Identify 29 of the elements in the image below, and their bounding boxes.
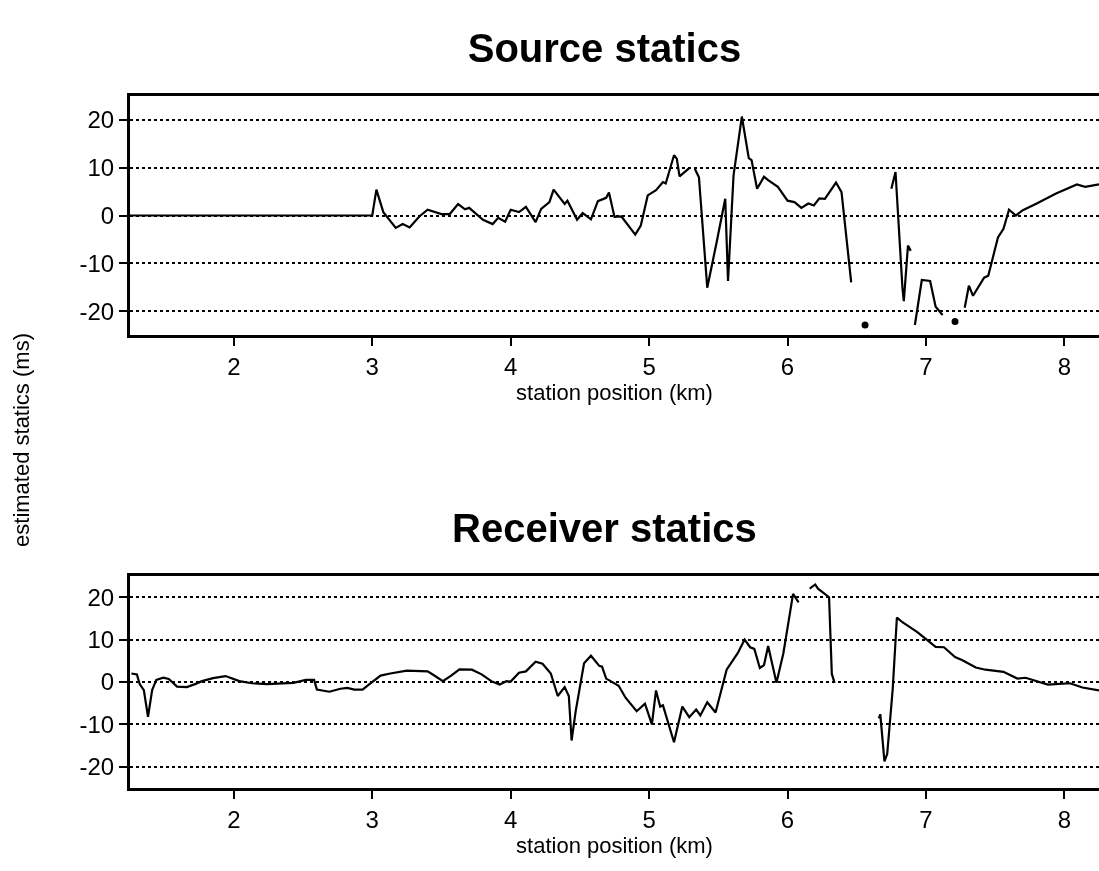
y-tick-label: 10	[87, 626, 115, 653]
y-tick-label: 0	[100, 668, 115, 696]
x-tick-label: 6	[780, 352, 795, 380]
y-tick-label: 20	[87, 106, 115, 134]
x-axis-title: station position (km)	[516, 832, 713, 858]
x-tick-label: 4	[504, 805, 518, 833]
x-tick-label: 8	[1057, 805, 1072, 833]
chart-title: Source statics	[467, 26, 742, 70]
x-tick-label: 8	[1057, 352, 1072, 380]
x-tick-label: 3	[365, 805, 379, 833]
x-tick-label: 4	[504, 352, 518, 380]
y-axis-title: estimated statics (ms)	[9, 333, 35, 547]
y-tick-label: -10	[79, 710, 115, 738]
y-tick-label: -10	[79, 249, 115, 277]
x-tick-label: 5	[642, 352, 656, 380]
x-tick-label: 7	[919, 805, 933, 833]
y-tick-label: -20	[79, 297, 115, 325]
x-tick-label: 6	[780, 805, 795, 833]
x-tick-label: 7	[919, 352, 933, 380]
y-tick-label: 10	[87, 154, 115, 182]
y-tick-label: -20	[79, 753, 115, 781]
x-axis-title: station position (km)	[516, 379, 713, 405]
chart-title: Receiver statics	[452, 506, 757, 550]
x-tick-label: 5	[642, 805, 656, 833]
x-tick-label: 3	[365, 352, 379, 380]
x-tick-label: 2	[227, 352, 241, 380]
x-tick-label: 2	[227, 805, 241, 833]
y-tick-label: 0	[100, 201, 115, 229]
y-tick-label: 20	[87, 583, 115, 611]
